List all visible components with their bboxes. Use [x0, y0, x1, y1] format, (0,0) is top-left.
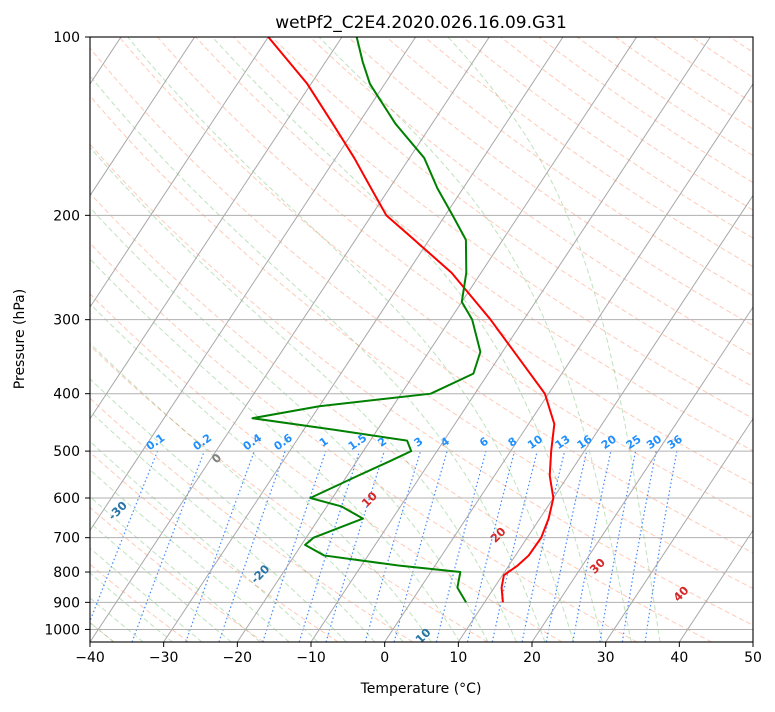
isotherm-gridline	[90, 37, 343, 420]
mixing-ratio-line	[466, 450, 516, 642]
moist-adiabat-line	[90, 547, 203, 642]
y-tick-label: 800	[53, 565, 80, 581]
mixing-ratio-line	[131, 450, 205, 642]
moist-adiabat-line	[90, 342, 404, 642]
mixing-ratio-line	[262, 450, 327, 642]
isotherm-gridline	[531, 306, 753, 642]
moist-adiabat-line	[90, 597, 144, 642]
moist-adiabat-line	[90, 258, 461, 642]
plot-frame	[89, 36, 754, 643]
moist-adiabat-line	[90, 74, 546, 642]
mixing-ratio-line	[298, 450, 361, 642]
x-tick-label: 50	[744, 650, 762, 666]
mixing-ratio-line	[435, 450, 487, 642]
isotherm-gridlines	[90, 37, 753, 642]
y-tick-label: 600	[53, 491, 80, 507]
isotherm-gridline	[90, 37, 490, 642]
dry-adiabat-line	[90, 242, 638, 642]
moist-adiabat-line	[447, 37, 661, 642]
dry-adiabat-line	[90, 192, 712, 642]
y-tick-label: 900	[53, 595, 80, 611]
moist-adiabat-line	[90, 146, 517, 642]
y-tick-label: 300	[53, 313, 80, 329]
isotherm-gridline	[90, 37, 417, 532]
mixing-ratio-line	[185, 450, 255, 642]
x-tick-label: 0	[380, 650, 389, 666]
isotherm-gridline	[678, 529, 753, 642]
mixing-ratio-line	[218, 450, 286, 642]
dry-adiabat-line	[90, 293, 563, 642]
mixing-ratio-line	[325, 450, 385, 642]
y-axis-label: Pressure (hPa)	[12, 289, 28, 389]
x-tick-label: −40	[75, 650, 105, 666]
moist-adiabat-line	[318, 37, 632, 642]
y-tick-label: 100	[53, 30, 80, 46]
x-axis-label: Temperature (°C)	[360, 681, 482, 697]
moist-adiabat-line	[90, 572, 173, 642]
isotherm-gridline	[90, 37, 196, 197]
dry-adiabat-line	[271, 37, 753, 388]
moist-adiabats	[90, 37, 661, 642]
isotherm-gridline	[457, 194, 753, 642]
dry-adiabat-line	[90, 506, 264, 642]
dry-adiabat-line	[386, 37, 753, 297]
moist-adiabat-line	[90, 440, 319, 642]
moist-adiabat-line	[127, 37, 575, 642]
x-tick-label: 40	[670, 650, 688, 666]
chart-title: wetPf2_C2E4.2020.026.16.09.G31	[275, 13, 567, 33]
profile-series	[251, 37, 556, 603]
moist-adiabat-line	[90, 496, 261, 642]
isotherm-gridline	[605, 417, 753, 642]
moist-adiabat-line	[90, 303, 432, 642]
dry-adiabat-line	[90, 143, 753, 626]
profile-line	[267, 37, 556, 603]
moist-adiabat-line	[90, 378, 376, 642]
moist-adiabat-line	[211, 37, 603, 642]
y-tick-label: 700	[53, 531, 80, 547]
y-tick-label: 500	[53, 444, 80, 460]
isotherm-gridline	[310, 37, 711, 642]
y-tick-label: 200	[53, 208, 80, 224]
moist-adiabat-line	[90, 410, 347, 642]
x-tick-label: −20	[223, 650, 253, 666]
dry-adiabat-line	[118, 37, 753, 519]
isotherm-gridline	[236, 37, 638, 642]
dry-adiabat-line	[90, 95, 753, 590]
x-axis-ticks: −40 −30 −20 −10 0 10 20 30 40 50	[75, 642, 762, 666]
dry-adiabat-line	[233, 37, 753, 420]
isotherm-gridline	[384, 83, 753, 642]
isotherm-gridline	[163, 37, 564, 642]
y-tick-label: 400	[53, 387, 80, 403]
dry-adiabat-line	[90, 344, 488, 642]
moist-adiabat-line	[90, 522, 232, 642]
x-tick-label: 30	[597, 650, 615, 666]
x-tick-label: −30	[149, 650, 179, 666]
y-axis-ticks: 100 200 300 400 500 600 700 800 900 1000	[44, 30, 90, 638]
isobar-gridlines	[90, 37, 753, 630]
x-tick-label: −10	[296, 650, 326, 666]
mixing-ratio-line	[644, 450, 678, 642]
profile-line	[251, 37, 482, 603]
isotherm-gridline	[90, 37, 269, 309]
mixing-ratio-line	[90, 450, 159, 623]
x-tick-label: 20	[523, 650, 541, 666]
x-tick-label: 10	[449, 650, 467, 666]
y-tick-label: 1000	[44, 622, 80, 638]
